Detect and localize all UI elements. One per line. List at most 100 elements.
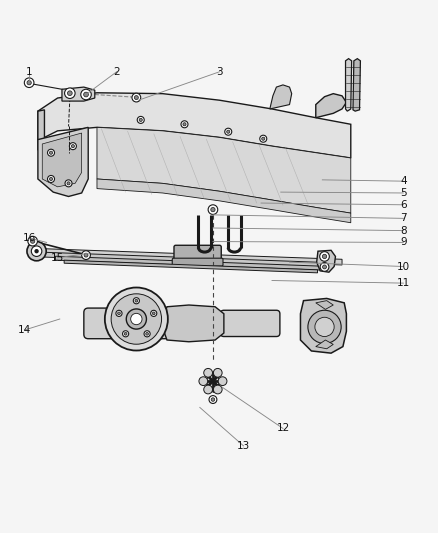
Polygon shape xyxy=(62,87,95,101)
Polygon shape xyxy=(64,260,317,273)
Circle shape xyxy=(111,294,161,344)
Circle shape xyxy=(226,130,230,133)
Circle shape xyxy=(150,310,156,317)
Text: 12: 12 xyxy=(276,423,289,433)
Circle shape xyxy=(84,92,88,97)
Text: 10: 10 xyxy=(396,262,409,271)
Circle shape xyxy=(27,80,31,85)
Polygon shape xyxy=(352,59,360,111)
Circle shape xyxy=(213,368,222,377)
Circle shape xyxy=(210,207,215,212)
Circle shape xyxy=(47,149,54,156)
FancyBboxPatch shape xyxy=(220,310,279,336)
Circle shape xyxy=(49,151,53,154)
Circle shape xyxy=(47,175,54,182)
Circle shape xyxy=(132,93,141,102)
Text: 2: 2 xyxy=(113,67,120,77)
Circle shape xyxy=(198,377,207,385)
Polygon shape xyxy=(44,252,332,268)
Circle shape xyxy=(131,313,142,325)
Circle shape xyxy=(152,312,155,315)
Circle shape xyxy=(321,254,326,259)
Polygon shape xyxy=(42,133,81,187)
Circle shape xyxy=(139,118,142,122)
Circle shape xyxy=(218,377,226,385)
Polygon shape xyxy=(315,301,332,309)
Circle shape xyxy=(208,205,217,214)
Polygon shape xyxy=(269,85,291,109)
Circle shape xyxy=(208,395,216,403)
Circle shape xyxy=(203,385,212,394)
FancyBboxPatch shape xyxy=(173,245,221,260)
Circle shape xyxy=(183,123,186,126)
Text: 11: 11 xyxy=(396,278,409,288)
Text: 3: 3 xyxy=(215,67,223,77)
Circle shape xyxy=(134,300,138,302)
Circle shape xyxy=(319,252,328,261)
Circle shape xyxy=(319,263,328,271)
Polygon shape xyxy=(315,94,346,118)
Circle shape xyxy=(81,89,91,100)
Circle shape xyxy=(31,246,42,256)
Circle shape xyxy=(71,144,74,148)
Circle shape xyxy=(105,287,167,351)
Polygon shape xyxy=(316,251,335,272)
Circle shape xyxy=(259,135,266,142)
Text: 6: 6 xyxy=(399,200,406,210)
Circle shape xyxy=(180,121,187,128)
Text: 7: 7 xyxy=(399,213,406,223)
Circle shape xyxy=(67,182,70,185)
Circle shape xyxy=(24,78,34,87)
Circle shape xyxy=(30,239,35,243)
Text: 15: 15 xyxy=(51,253,64,263)
Circle shape xyxy=(211,398,214,401)
Circle shape xyxy=(122,331,128,337)
Circle shape xyxy=(117,312,120,315)
FancyBboxPatch shape xyxy=(84,308,171,338)
Text: 5: 5 xyxy=(399,188,406,198)
Circle shape xyxy=(116,310,122,317)
Circle shape xyxy=(27,241,46,261)
Circle shape xyxy=(322,265,326,269)
Polygon shape xyxy=(315,340,332,349)
Polygon shape xyxy=(55,256,324,270)
Circle shape xyxy=(203,368,212,377)
Text: 9: 9 xyxy=(399,237,406,247)
Circle shape xyxy=(307,310,340,344)
Circle shape xyxy=(69,143,76,150)
Circle shape xyxy=(314,317,333,336)
Circle shape xyxy=(67,91,72,95)
Polygon shape xyxy=(97,179,350,223)
Polygon shape xyxy=(97,127,350,213)
Circle shape xyxy=(28,236,37,246)
Circle shape xyxy=(49,177,53,181)
Circle shape xyxy=(65,180,72,187)
Circle shape xyxy=(84,253,88,257)
FancyBboxPatch shape xyxy=(172,258,223,266)
Circle shape xyxy=(144,331,150,337)
Circle shape xyxy=(137,116,144,124)
Circle shape xyxy=(126,309,146,329)
Polygon shape xyxy=(162,305,223,342)
Text: 8: 8 xyxy=(399,225,406,236)
Polygon shape xyxy=(38,110,44,150)
Polygon shape xyxy=(300,298,346,353)
Circle shape xyxy=(261,137,264,140)
Circle shape xyxy=(133,297,139,304)
Circle shape xyxy=(206,375,219,387)
Polygon shape xyxy=(33,248,341,265)
Polygon shape xyxy=(38,93,350,158)
Circle shape xyxy=(81,251,90,260)
Text: 14: 14 xyxy=(18,325,31,335)
Text: 13: 13 xyxy=(237,441,250,451)
Circle shape xyxy=(134,95,138,100)
Text: 1: 1 xyxy=(26,67,32,77)
Text: 16: 16 xyxy=(22,233,35,243)
Polygon shape xyxy=(345,59,351,111)
Circle shape xyxy=(34,249,39,253)
Circle shape xyxy=(224,128,231,135)
Circle shape xyxy=(64,88,75,99)
Circle shape xyxy=(124,333,127,335)
Circle shape xyxy=(213,385,222,394)
Text: 4: 4 xyxy=(399,176,406,186)
